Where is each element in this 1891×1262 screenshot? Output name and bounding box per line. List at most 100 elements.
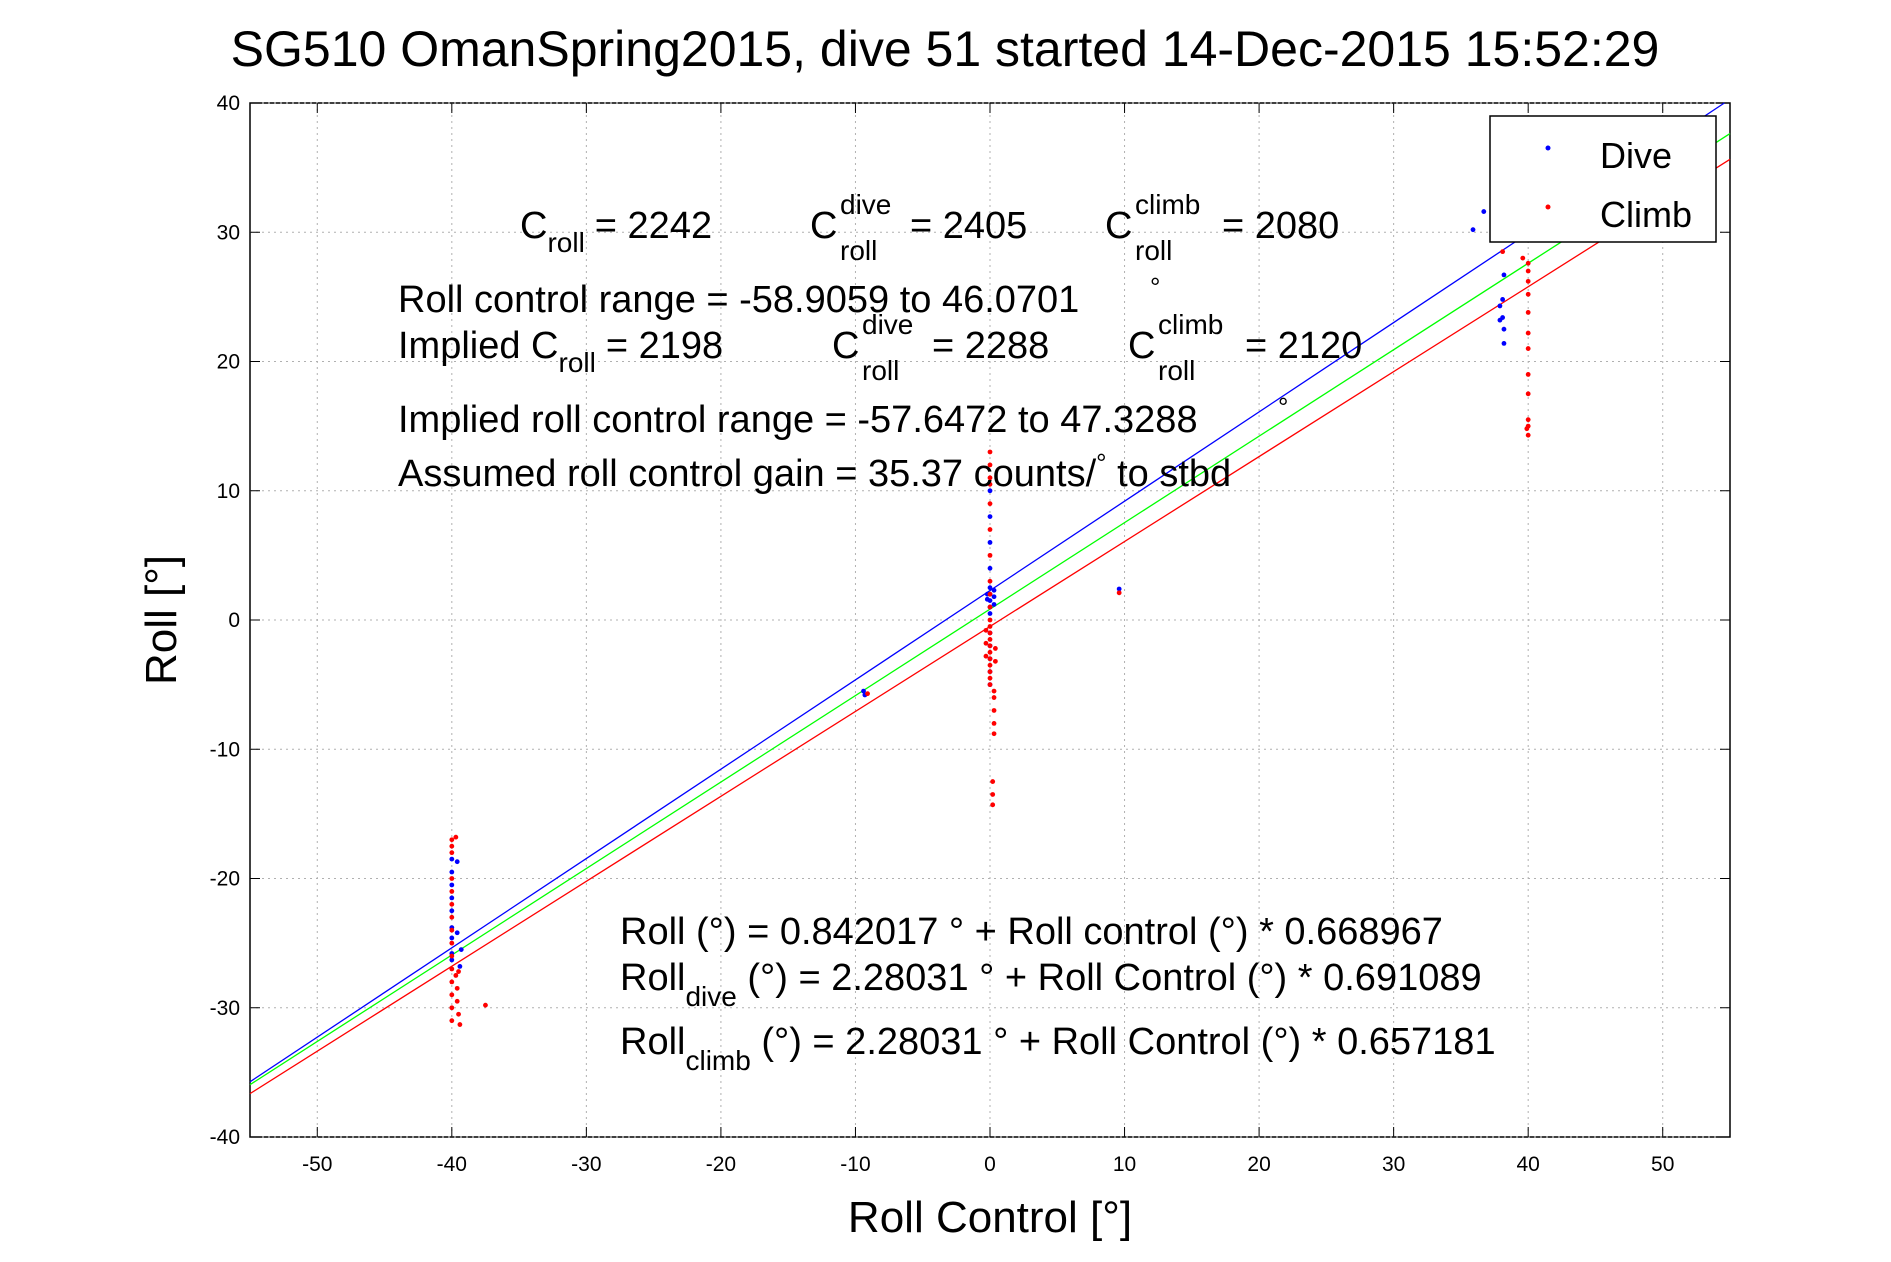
climb-point [1500,249,1506,255]
climb-point [456,969,461,974]
y-tick-label: 20 [217,351,240,374]
x-tick-label: 10 [1113,1153,1136,1176]
climb-point [991,731,997,737]
legend-dive-label: Dive [1600,135,1672,176]
climb-point [987,682,993,688]
dive-point [1481,209,1487,214]
climb-point [453,834,459,840]
implied-climb-label: C [1128,325,1155,367]
y-axis-label: Roll [°] [137,555,186,685]
climb-point [449,1018,455,1024]
eq2-rest: (°) = 2.28031 ° + Roll Control (°) * 0.6… [737,957,1482,999]
croll-climb-sub: roll [1135,235,1172,266]
x-tick-label: 50 [1651,1153,1674,1176]
dive-point [991,587,997,593]
implied-dive-value: = 2288 [932,325,1049,367]
climb-point [1525,372,1531,377]
climb-point [991,708,997,713]
x-tick-label: 20 [1247,1153,1270,1176]
x-tick-label: -50 [302,1153,332,1176]
climb-point [992,658,998,664]
climb-point [987,481,993,487]
climb-point [449,901,455,907]
implied-climb-value: = 2120 [1245,325,1362,367]
implied-value: = 2198 [606,325,723,367]
croll-dive-main: C [810,205,837,247]
climb-point [449,876,455,881]
climb-point [1525,346,1531,351]
dive-point [449,895,455,901]
eq3-sub: climb [685,1045,750,1076]
annotations: Croll = 2242 C dive roll = 2405 C climb r… [398,189,1496,1076]
climb-point [987,578,993,584]
dive-point [1501,341,1507,346]
climb-point [987,591,993,597]
climb-point [987,662,993,668]
croll-dive-sup: dive [840,189,891,220]
climb-point [987,617,993,623]
roll-gain: Assumed roll control gain = 35.37 counts… [398,448,1231,495]
croll-climb-label: C [1105,205,1132,247]
climb-point [1116,590,1122,596]
roll-control-range: Roll control range = -58.9059 to 46.0701 [398,279,1079,321]
croll-dive-label: C [810,205,837,247]
x-tick-label: -30 [571,1153,601,1176]
implied-range: Implied roll control range = -57.6472 to… [398,399,1198,441]
eq2-main: Roll [620,957,685,999]
climb-point [449,979,455,985]
equation-dive: Rolldive (°) = 2.28031 ° + Roll Control … [620,957,1482,1012]
data-points [449,209,1531,1027]
climb-point [1525,278,1531,284]
dive-point [458,947,464,952]
y-tick-label: 0 [228,609,240,632]
climb-point [987,501,993,507]
legend-dive-marker [1545,145,1551,151]
dive-point [987,540,993,545]
croll-main: C [520,205,547,247]
climb-point [1525,417,1531,423]
implied-prefix: Implied C [398,325,559,367]
climb-point [991,721,997,726]
climb-point [991,695,997,700]
climb-point [1525,432,1531,438]
climb-point [449,843,455,849]
climb-point [449,837,455,843]
dive-point [861,688,866,694]
climb-point [990,802,996,808]
implied-range-degree: ° [1278,392,1288,422]
equation-overall: Roll (°) = 0.842017 ° + Roll control (°)… [620,911,1443,953]
dive-point [987,488,993,494]
dive-point [457,963,463,969]
y-tick-label: 10 [217,480,240,503]
gain-text-b: to stbd [1107,453,1232,495]
eq3-main: Roll [620,1021,685,1063]
eq3-rest: (°) = 2.28031 ° + Roll Control (°) * 0.6… [751,1021,1496,1063]
climb-point [1525,260,1531,266]
climb-point [987,649,993,655]
legend-climb-label: Climb [1600,194,1692,235]
climb-point [453,973,459,978]
croll-climb-main: C [1105,205,1132,247]
croll-value: = 2242 [595,205,712,247]
climb-point [983,640,989,646]
climb-point [987,604,993,610]
dive-point [991,594,997,600]
climb-point [987,475,993,481]
range-degree: ° [1150,272,1160,302]
implied-sub: roll [559,347,596,378]
climb-point [1520,255,1526,261]
x-tick-label: 40 [1517,1153,1540,1176]
croll-climb-value: = 2080 [1222,205,1339,247]
croll-dive-sub: roll [840,235,877,266]
climb-point [449,889,455,894]
climb-point [987,624,993,629]
dive-point [987,611,993,616]
y-tick-label: -40 [210,1126,240,1149]
climb-point [456,1011,461,1017]
climb-point [483,1002,488,1008]
dive-point [449,908,455,914]
dive-point [449,957,455,963]
croll-climb-sup: climb [1135,189,1200,220]
dive-point [449,882,455,888]
climb-point [991,688,997,694]
